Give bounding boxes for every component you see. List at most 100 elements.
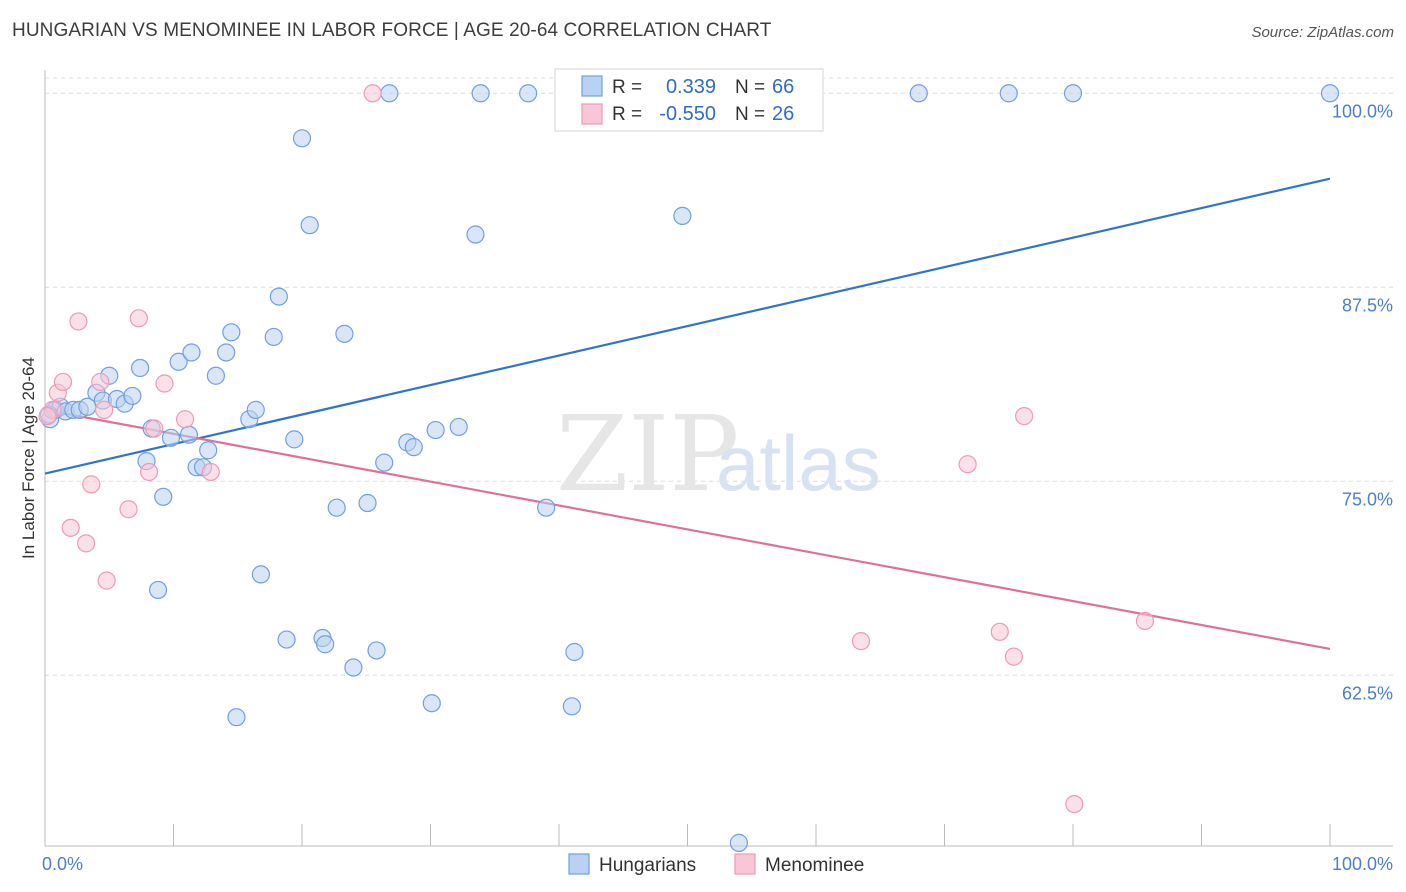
point-hungarians-33 xyxy=(269,287,288,306)
point-hungarians-12 xyxy=(123,386,142,406)
points-layer xyxy=(38,84,1340,852)
point-hungarians-21 xyxy=(182,343,201,362)
tick-label-layer: 100.0% 87.5% 75.0% 62.5% 0.0% 100.0% xyxy=(42,101,1393,874)
point-hungarians-39 xyxy=(316,635,335,654)
point-hungarians-31 xyxy=(251,565,270,584)
point-hungarians-49 xyxy=(422,694,441,713)
legend-n-value-2: 26 xyxy=(772,103,794,125)
point-menominee-11 xyxy=(129,309,148,328)
point-menominee-21 xyxy=(1004,647,1023,666)
point-hungarians-37 xyxy=(300,216,319,235)
point-hungarians-18 xyxy=(161,428,181,447)
point-hungarians-62 xyxy=(999,84,1018,103)
point-hungarians-64 xyxy=(1320,84,1340,103)
legend-n-label-1: N = xyxy=(735,77,765,98)
point-menominee-14 xyxy=(155,374,174,393)
grid-layer xyxy=(45,77,1393,676)
point-hungarians-50 xyxy=(426,420,445,440)
point-menominee-9 xyxy=(97,571,116,590)
point-hungarians-26 xyxy=(217,343,236,362)
point-hungarians-36 xyxy=(292,129,312,148)
watermark-atlas: atlas xyxy=(716,419,881,507)
point-menominee-23 xyxy=(1065,794,1084,814)
point-hungarians-34 xyxy=(277,630,296,649)
point-menominee-12 xyxy=(139,462,159,482)
chart-title: HUNGARIAN VS MENOMINEE IN LABOR FORCE | … xyxy=(12,20,772,41)
point-hungarians-48 xyxy=(404,438,423,457)
point-hungarians-59 xyxy=(729,833,749,852)
point-hungarians-13 xyxy=(130,358,150,378)
legend-r-value-2: -0.550 xyxy=(659,103,716,125)
y-tick-label-3: 62.5% xyxy=(1342,683,1393,703)
point-hungarians-41 xyxy=(335,324,354,343)
legend-swatch-hungarians xyxy=(581,75,603,97)
legend-box: R = 0.339 N = 66 R = -0.550 N = 26 xyxy=(554,68,824,132)
x-tick-label-0: 0.0% xyxy=(42,854,83,874)
point-hungarians-28 xyxy=(227,708,246,727)
point-menominee-19 xyxy=(958,455,977,474)
y-axis-label: In Labor Force | Age 20-64 xyxy=(19,357,38,559)
bottom-legend-swatch-hungarians xyxy=(568,853,590,875)
point-hungarians-43 xyxy=(358,493,377,513)
point-hungarians-63 xyxy=(1063,84,1083,103)
point-hungarians-16 xyxy=(148,580,168,600)
point-hungarians-55 xyxy=(537,498,556,517)
legend-n-value-1: 66 xyxy=(772,76,794,98)
point-menominee-18 xyxy=(851,632,871,651)
point-menominee-20 xyxy=(990,622,1009,641)
point-hungarians-44 xyxy=(367,641,386,660)
watermark-zip: ZIP xyxy=(556,393,739,515)
point-menominee-6 xyxy=(82,475,101,494)
legend-n-label-2: N = xyxy=(735,104,765,125)
point-hungarians-40 xyxy=(327,498,346,517)
trend-line-hungarians xyxy=(44,177,1331,475)
bottom-legend-label-menominee: Menominee xyxy=(765,855,864,876)
point-hungarians-57 xyxy=(565,642,584,662)
point-hungarians-20 xyxy=(179,425,199,444)
point-menominee-4 xyxy=(69,312,88,331)
point-menominee-3 xyxy=(61,518,80,537)
point-menominee-15 xyxy=(175,410,195,429)
point-menominee-13 xyxy=(145,419,164,438)
legend-swatch-menominee xyxy=(581,103,603,125)
trend-line-menominee xyxy=(44,408,1331,650)
bottom-legend-label-hungarians: Hungarians xyxy=(599,855,696,876)
point-hungarians-24 xyxy=(199,441,218,460)
point-hungarians-46 xyxy=(380,84,399,103)
y-tick-label-2: 75.0% xyxy=(1342,489,1393,509)
bottom-legend: Hungarians Menominee xyxy=(568,853,864,876)
point-menominee-7 xyxy=(91,372,110,392)
point-menominee-24 xyxy=(1135,611,1155,631)
y-tick-label-0: 100.0% xyxy=(1332,101,1393,121)
point-hungarians-17 xyxy=(154,487,173,506)
point-hungarians-32 xyxy=(264,327,283,347)
point-hungarians-45 xyxy=(375,453,394,472)
point-menominee-22 xyxy=(1015,406,1034,426)
point-menominee-5 xyxy=(77,534,96,553)
chart-source: Source: ZipAtlas.com xyxy=(1251,24,1394,41)
point-hungarians-51 xyxy=(449,417,468,437)
point-hungarians-61 xyxy=(909,84,928,103)
point-hungarians-42 xyxy=(344,658,363,677)
axis-layer xyxy=(44,70,1393,847)
legend-r-label-2: R = xyxy=(612,104,642,125)
point-hungarians-53 xyxy=(471,84,490,103)
point-hungarians-54 xyxy=(519,84,538,103)
point-menominee-2 xyxy=(53,372,73,392)
point-hungarians-58 xyxy=(673,206,692,225)
legend-r-label-1: R = xyxy=(612,77,642,98)
point-hungarians-19 xyxy=(169,352,188,371)
point-menominee-10 xyxy=(119,500,138,519)
point-hungarians-30 xyxy=(246,400,265,419)
point-menominee-8 xyxy=(95,400,114,419)
point-hungarians-35 xyxy=(285,430,304,449)
point-hungarians-25 xyxy=(206,366,226,385)
point-hungarians-52 xyxy=(466,225,485,244)
bottom-legend-swatch-menominee xyxy=(734,853,756,875)
point-menominee-17 xyxy=(363,84,382,103)
x-tick-label-1: 100.0% xyxy=(1332,854,1393,874)
legend-r-value-1: 0.339 xyxy=(666,76,716,98)
point-menominee-16 xyxy=(201,462,220,482)
point-hungarians-27 xyxy=(222,323,241,342)
